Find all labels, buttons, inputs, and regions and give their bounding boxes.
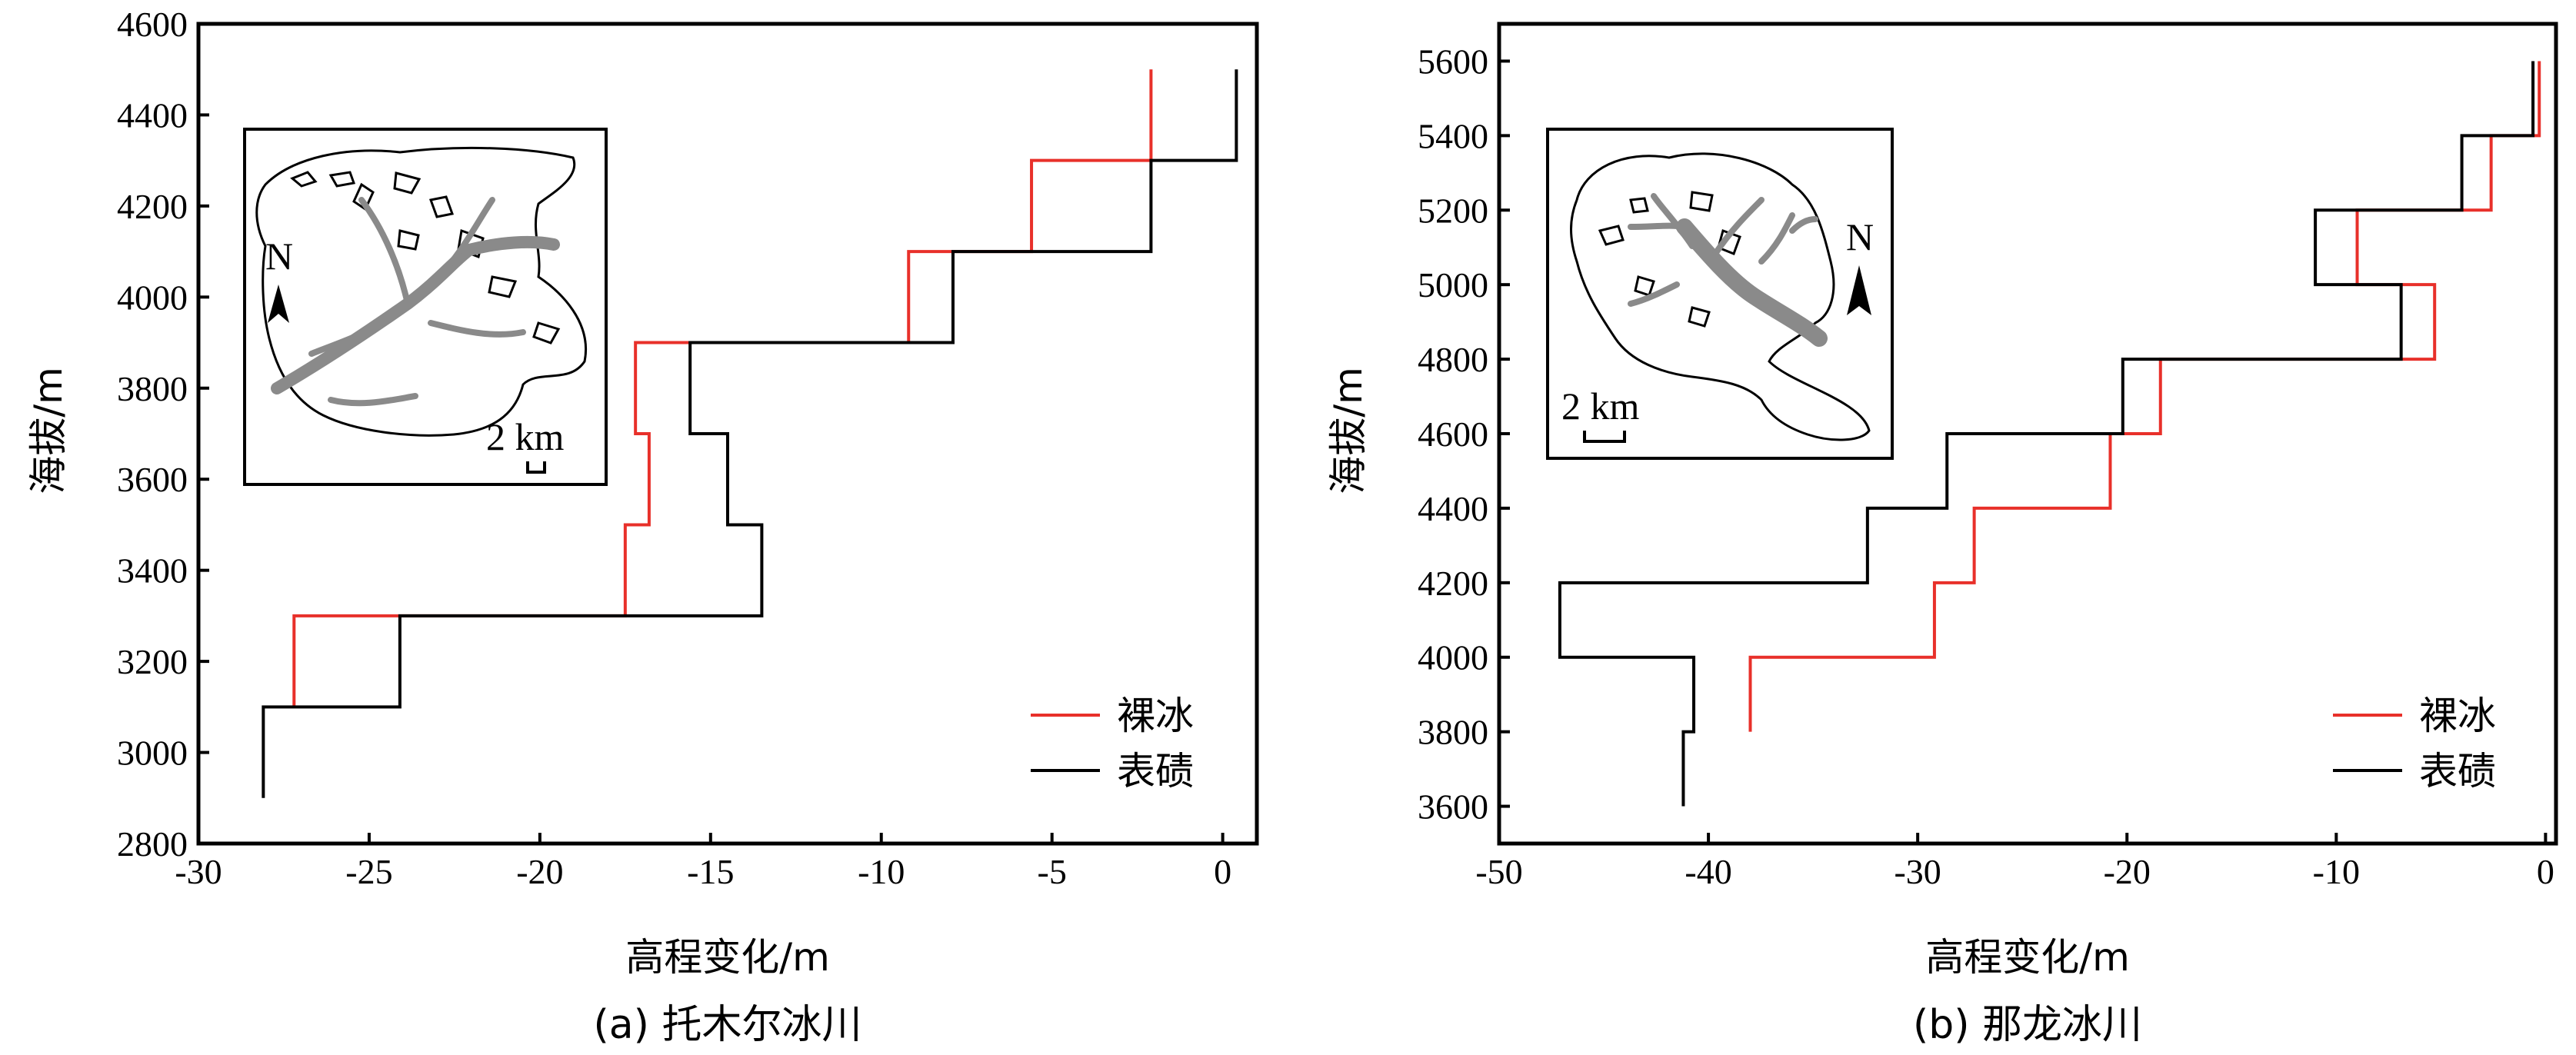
glacier-tributaries-b	[1628, 193, 1818, 307]
plot-frame-a	[196, 22, 1259, 846]
tick-marks-b	[1498, 59, 2548, 844]
glacier-body-a	[271, 235, 560, 394]
glacier-outline-a	[255, 146, 587, 437]
legend-label-bare-ice-a: 裸冰	[1117, 694, 1194, 738]
caption-a: (a) 托木尔冰川	[594, 1002, 862, 1048]
panel-b: -50 -40 -30 -20 -10 0 3600 3800 4000 4200 4400 4600…	[1326, 22, 2558, 1048]
series-a	[262, 69, 1238, 798]
series-line-b-bare-ice	[1748, 61, 2541, 732]
xtick-label-a-6: 0	[1214, 852, 1231, 891]
ytick-label-b-4: 4400	[1418, 489, 1488, 528]
ylabel-a: 海拔/m	[26, 367, 71, 494]
inset-map-a: N 2 km	[243, 128, 608, 486]
ytick-label-a-3: 3400	[117, 551, 188, 591]
xtick-label-b-0: -50	[1475, 852, 1522, 891]
xtick-label-b-4: -10	[2313, 852, 2360, 891]
scale-bar-a: 2 km	[486, 415, 565, 474]
glacier-tributaries-a	[308, 197, 526, 407]
ytick-label-b-10: 5600	[1418, 42, 1488, 81]
xtick-label-a-5: -5	[1038, 852, 1067, 891]
ytick-label-a-0: 2800	[117, 824, 188, 864]
ytick-label-b-0: 3600	[1418, 787, 1488, 827]
xtick-label-a-2: -20	[516, 852, 563, 891]
series-b	[1558, 61, 2541, 807]
legend-a: 裸冰 表碛	[1031, 694, 1194, 794]
xtick-label-b-3: -20	[2104, 852, 2151, 891]
xlabel-a: 高程变化/m	[625, 935, 830, 980]
legend-label-debris-b: 表碛	[2419, 749, 2496, 794]
legend-label-debris-a: 表碛	[1117, 749, 1194, 794]
scale-bar-b: 2 km	[1561, 384, 1640, 443]
north-arrow-b: N	[1846, 215, 1874, 315]
ytick-label-a-6: 4000	[117, 278, 188, 317]
ylabel-b: 海拔/m	[1326, 367, 1371, 494]
inset-frame-a	[243, 128, 608, 486]
panel-a: -30 -25 -20 -15 -10 -5 0 2800 3000 3200 3400 3600 38…	[26, 5, 1259, 1048]
north-arrow-a: N	[265, 235, 293, 323]
xtick-label-a-1: -25	[345, 852, 392, 891]
north-label-a: N	[265, 235, 293, 278]
tick-marks-a	[197, 22, 1225, 845]
series-line-a-bare-ice	[292, 69, 1153, 707]
inset-map-b: N 2 km	[1546, 128, 1894, 460]
tick-labels-b: -50 -40 -30 -20 -10 0 3600 3800 4000 4200 4400 4600…	[1418, 42, 2554, 891]
north-arrow-icon	[268, 285, 289, 323]
caption-b: (b) 那龙冰川	[1913, 1002, 2142, 1048]
north-arrow-icon	[1847, 265, 1871, 315]
xtick-label-b-5: 0	[2537, 852, 2554, 891]
ytick-label-a-4: 3600	[117, 460, 188, 499]
ytick-label-b-2: 4000	[1418, 638, 1488, 677]
ytick-label-b-5: 4600	[1418, 414, 1488, 454]
tick-labels-a: -30 -25 -20 -15 -10 -5 0 2800 3000 3200 3400 3600 38…	[117, 5, 1231, 891]
legend-label-bare-ice-b: 裸冰	[2419, 694, 2496, 738]
scale-label-b: 2 km	[1561, 384, 1640, 428]
ytick-label-a-5: 3800	[117, 369, 188, 408]
ytick-label-b-9: 5400	[1418, 116, 1488, 155]
ytick-label-a-1: 3000	[117, 734, 188, 773]
series-line-a-debris	[262, 69, 1238, 798]
ytick-label-a-9: 4600	[117, 5, 188, 44]
ytick-label-b-8: 5200	[1418, 191, 1488, 230]
ytick-label-b-1: 3800	[1418, 713, 1488, 752]
xtick-label-a-4: -10	[858, 852, 905, 891]
glacier-body-b	[1676, 218, 1828, 347]
legend-b: 裸冰 表碛	[2333, 694, 2496, 794]
ytick-label-a-7: 4200	[117, 187, 188, 226]
xtick-label-a-3: -15	[687, 852, 734, 891]
ytick-label-b-3: 4200	[1418, 564, 1488, 603]
islands-b	[1598, 191, 1741, 328]
xtick-label-b-2: -30	[1894, 852, 1941, 891]
inset-frame-b	[1546, 128, 1894, 460]
scale-bar-icon	[1583, 431, 1626, 443]
xtick-label-b-1: -40	[1685, 852, 1731, 891]
ytick-label-a-8: 4400	[117, 95, 188, 135]
glacier-outline-b	[1570, 152, 1871, 441]
xlabel-b: 高程变化/m	[1925, 935, 2130, 980]
north-label-b: N	[1846, 215, 1874, 258]
series-line-b-debris	[1558, 61, 2535, 807]
scale-label-a: 2 km	[486, 415, 565, 458]
ytick-label-b-6: 4800	[1418, 340, 1488, 379]
scale-bar-icon	[526, 461, 546, 474]
xtick-label-a-0: -30	[175, 852, 222, 891]
ytick-label-b-7: 5000	[1418, 265, 1488, 305]
ytick-label-a-2: 3200	[117, 642, 188, 681]
